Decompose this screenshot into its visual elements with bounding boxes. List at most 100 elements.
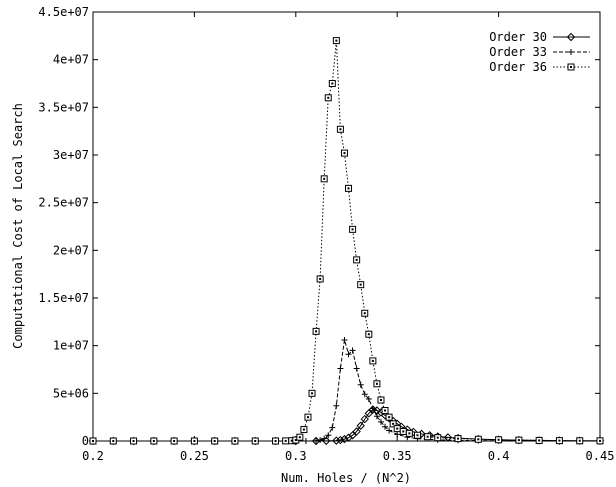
x-axis-label: Num. Holes / (N^2) — [281, 471, 411, 485]
y-tick-label: 2.5e+07 — [38, 196, 89, 210]
data-point — [394, 431, 401, 438]
legend-label: Order 30 — [489, 30, 547, 44]
data-point-center — [396, 427, 399, 430]
data-point-center — [327, 96, 330, 99]
data-point-center — [436, 436, 439, 439]
data-point — [321, 435, 328, 442]
data-point — [313, 437, 320, 444]
data-point — [333, 402, 340, 409]
data-point-center — [112, 440, 115, 442]
data-point-center — [371, 359, 374, 362]
data-point-center — [193, 440, 196, 442]
data-point-center — [343, 152, 346, 155]
data-point — [353, 365, 360, 372]
data-point — [377, 418, 384, 425]
series-line — [93, 40, 601, 442]
data-point-center — [298, 436, 301, 439]
data-point — [332, 436, 341, 445]
data-point — [345, 351, 352, 358]
series-2 — [90, 336, 603, 444]
x-tick-label: 0.25 — [180, 449, 209, 463]
legend-label: Order 36 — [489, 60, 547, 74]
data-point-center — [152, 440, 155, 442]
legend-marker — [566, 32, 576, 42]
data-point-center — [517, 439, 520, 442]
series-3 — [89, 37, 604, 445]
data-point-center — [254, 440, 257, 442]
data-point-center — [132, 440, 135, 442]
data-point — [382, 423, 389, 430]
data-point-center — [497, 438, 500, 441]
data-point-center — [578, 439, 581, 442]
data-point — [386, 427, 393, 434]
y-axis-label: Computational Cost of Local Search — [11, 103, 25, 349]
data-point-center — [284, 439, 287, 442]
data-point-center — [315, 330, 318, 333]
data-point-center — [290, 439, 293, 442]
data-point — [317, 437, 324, 444]
y-tick-label: 1e+07 — [53, 339, 89, 353]
axis-ticks: 0.2 0.25 0.3 0.35 0.4 0.45 0 5e+06 1e+07 1.5e+07 2… — [38, 5, 614, 463]
data-point — [337, 365, 344, 372]
data-point — [329, 424, 336, 431]
data-point-center — [375, 382, 378, 385]
data-point-center — [384, 409, 387, 412]
data-point — [443, 433, 453, 442]
x-tick-label: 0.2 — [82, 449, 104, 463]
x-tick-label: 0.4 — [488, 449, 510, 463]
data-point — [352, 427, 361, 436]
series-layer — [88, 37, 605, 446]
series-line — [93, 339, 600, 442]
x-tick-label: 0.35 — [383, 449, 412, 463]
data-point-center — [477, 438, 480, 441]
x-tick-label: 0.3 — [285, 449, 307, 463]
data-point — [302, 438, 309, 444]
y-tick-label: 5e+06 — [53, 386, 89, 400]
x-tick-label: 0.45 — [586, 449, 615, 463]
data-point-center — [335, 39, 338, 42]
data-point-center — [339, 128, 342, 131]
legend-marker-center — [570, 66, 572, 68]
y-tick-label: 2e+07 — [53, 243, 89, 257]
data-point — [341, 336, 348, 343]
y-tick-label: 0 — [82, 434, 89, 448]
data-point-center — [274, 440, 277, 442]
data-point-center — [347, 187, 350, 190]
data-point — [365, 396, 372, 403]
data-point-center — [599, 439, 601, 442]
data-point — [361, 391, 368, 398]
data-point — [356, 421, 365, 430]
data-point — [325, 432, 332, 439]
data-point-center — [379, 399, 382, 402]
data-point-center — [319, 277, 322, 280]
data-point-center — [306, 416, 309, 419]
plot-frame — [92, 11, 601, 442]
data-point-center — [363, 312, 366, 315]
data-point-center — [392, 422, 395, 425]
data-point-center — [92, 440, 94, 442]
data-point — [348, 431, 357, 440]
data-point — [349, 347, 356, 354]
data-point — [336, 435, 345, 445]
y-tick-label: 4.5e+07 — [38, 5, 89, 19]
y-tick-label: 3.5e+07 — [38, 100, 89, 114]
data-point-center — [351, 228, 354, 231]
data-point-center — [213, 440, 216, 442]
y-tick-label: 4e+07 — [53, 53, 89, 67]
data-point — [340, 434, 349, 444]
data-point-center — [173, 440, 176, 442]
series-1 — [88, 405, 605, 446]
data-point-center — [323, 177, 326, 180]
data-point-center — [408, 432, 411, 435]
data-point-center — [359, 283, 362, 286]
data-point — [373, 413, 380, 420]
data-point-center — [388, 416, 391, 419]
data-point-center — [233, 440, 236, 442]
data-point-center — [426, 435, 429, 438]
y-tick-label: 3e+07 — [53, 148, 89, 162]
data-point-center — [355, 258, 358, 261]
data-point — [369, 405, 376, 412]
data-point-center — [416, 434, 419, 437]
data-point — [364, 409, 374, 418]
